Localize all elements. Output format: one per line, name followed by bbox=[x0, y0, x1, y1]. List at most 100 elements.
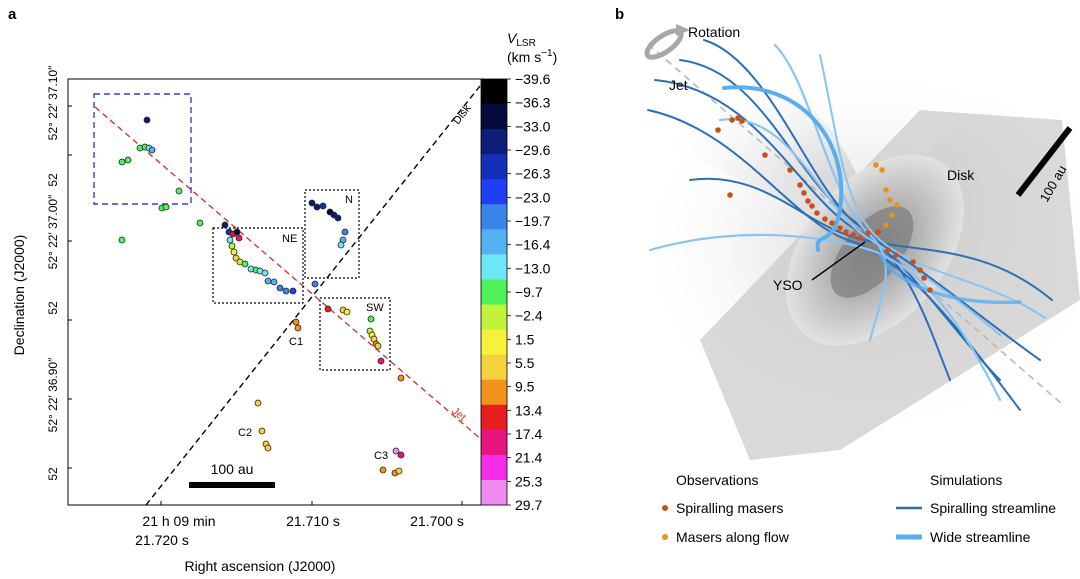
maser-spot bbox=[221, 221, 229, 229]
colorbar-swatch bbox=[481, 454, 507, 481]
cluster-label-c3: C3 bbox=[374, 450, 388, 462]
streamline bbox=[718, 118, 1002, 337]
streamline bbox=[648, 233, 1002, 402]
colorbar-tick-label: −26.3 bbox=[515, 166, 551, 182]
streamline bbox=[819, 54, 1046, 319]
colorbar-tick-label: −9.7 bbox=[515, 284, 543, 300]
spiralling-maser bbox=[850, 232, 856, 238]
colorbar-swatch bbox=[481, 429, 507, 456]
spiralling-maser bbox=[837, 225, 843, 231]
colorbar-tick-label: 9.5 bbox=[515, 379, 535, 395]
wide-streamline bbox=[722, 85, 844, 252]
streamlines bbox=[647, 39, 1053, 411]
maser-spot bbox=[392, 447, 400, 455]
dec-tick-label: 52 bbox=[46, 467, 60, 481]
scale-bar-label: 100 au bbox=[211, 461, 254, 477]
scale-bar bbox=[189, 482, 275, 488]
masers-along-flow bbox=[873, 162, 879, 168]
streamline bbox=[703, 39, 951, 381]
masers-along-flow bbox=[879, 167, 885, 173]
panel-a-letter: a bbox=[8, 6, 17, 23]
maser-spot bbox=[264, 444, 272, 452]
maser-spot bbox=[233, 228, 241, 236]
colorbar-tick-label: 5.5 bbox=[515, 355, 535, 371]
colorbar-swatch bbox=[481, 404, 507, 431]
maser-spot bbox=[397, 451, 405, 459]
disk-label: Disk bbox=[947, 167, 975, 183]
maser-spot bbox=[226, 236, 234, 244]
spiralling-maser bbox=[822, 216, 828, 222]
panel-b-masers bbox=[715, 115, 933, 293]
spiralling-maser bbox=[787, 167, 793, 173]
rotation-label: Rotation bbox=[688, 24, 740, 40]
maser-spot bbox=[258, 427, 266, 435]
legend-title-simulations: Simulations bbox=[930, 472, 1002, 488]
colorbar-tick-label: 1.5 bbox=[515, 331, 535, 347]
colorbar-swatch bbox=[481, 379, 507, 406]
masers-along-flow bbox=[883, 222, 889, 228]
spiralling-maser bbox=[715, 127, 721, 133]
colorbar-swatch bbox=[481, 329, 507, 356]
maser-spot bbox=[175, 187, 183, 195]
colorbar-tick-label: −33.0 bbox=[515, 118, 551, 134]
spiralling-maser bbox=[910, 259, 916, 265]
y-axis-title: Declination (J2000) bbox=[11, 235, 27, 356]
yso-label: YSO bbox=[773, 277, 803, 293]
ra-tick-label: 21 h 09 min bbox=[142, 513, 215, 529]
masers-along-flow bbox=[889, 212, 895, 218]
plot-frame bbox=[67, 78, 483, 506]
maser-spot bbox=[324, 305, 332, 313]
dec-axis-ticks bbox=[68, 105, 72, 469]
spiralling-maser bbox=[801, 190, 807, 196]
cluster-label-c2: C2 bbox=[238, 427, 252, 439]
colorbar-swatch bbox=[481, 129, 507, 155]
maser-spot bbox=[270, 278, 278, 286]
colorbar-tick-label: −13.0 bbox=[515, 260, 551, 276]
maser-spot bbox=[292, 318, 300, 326]
jet-line-label: Jet bbox=[449, 405, 468, 424]
maser-spot bbox=[254, 399, 262, 407]
dec-tick-label: 52 bbox=[46, 173, 60, 187]
x-axis-title: Right ascension (J2000) bbox=[185, 558, 336, 574]
cluster-label-c1: C1 bbox=[289, 336, 303, 348]
colorbar-tick-label: −36.3 bbox=[515, 95, 551, 111]
legend-label-wide-streamline: Wide streamline bbox=[930, 529, 1031, 545]
colorbar-labels: −39.6 −36.3 −33.0 −29.6 −26.3 −23.0 −19.7 −16.4… bbox=[507, 71, 551, 513]
colorbar-swatch bbox=[481, 229, 507, 255]
jet-axis-line bbox=[647, 43, 1063, 405]
panel-a: 52° 22′ 37.10″ 52 52° 22′ 37.00″ 52 52° … bbox=[11, 30, 557, 574]
spiralling-maser bbox=[885, 247, 891, 253]
masers-along-flow bbox=[883, 187, 889, 193]
colorbar: −39.6 −36.3 −33.0 −29.6 −26.3 −23.0 −19.7 −16.4… bbox=[480, 30, 557, 513]
yso-pointer bbox=[811, 241, 866, 281]
maser-spot bbox=[311, 280, 319, 288]
maser-spot bbox=[334, 214, 342, 222]
spiralling-maser bbox=[875, 229, 881, 235]
maser-spot bbox=[343, 308, 351, 316]
spiralling-maser bbox=[921, 275, 927, 281]
legend-title-observations: Observations bbox=[676, 472, 758, 488]
maser-spot bbox=[308, 199, 316, 207]
jet-label: Jet bbox=[669, 77, 688, 93]
colorbar-tick-label: −19.7 bbox=[515, 213, 551, 229]
colorbar-tick-label: 17.4 bbox=[515, 426, 542, 442]
panel-b: Rotation Jet Disk YSO 100 au Observation… bbox=[630, 24, 1080, 545]
spiralling-maser bbox=[735, 115, 741, 121]
spiralling-maser bbox=[727, 192, 733, 198]
spiralling-maser bbox=[797, 182, 803, 188]
jet-axis-line bbox=[94, 106, 482, 441]
spiralling-maser bbox=[814, 210, 820, 216]
colorbar-swatch bbox=[481, 179, 507, 205]
maser-spot bbox=[118, 236, 126, 244]
zoom-region-box bbox=[93, 93, 192, 205]
maser-spot bbox=[261, 269, 269, 277]
disk-line-label: Disk bbox=[451, 102, 474, 127]
dec-tick-label: 52° 22′ 36.90″ bbox=[46, 357, 60, 432]
legend-marker-spiralling-masers bbox=[662, 505, 668, 511]
spiralling-maser bbox=[829, 220, 835, 226]
spiralling-maser bbox=[739, 118, 745, 124]
region-label-n: N bbox=[345, 194, 353, 206]
region-box-n bbox=[304, 189, 360, 279]
maser-spot bbox=[395, 467, 403, 475]
maser-spot bbox=[124, 156, 132, 164]
